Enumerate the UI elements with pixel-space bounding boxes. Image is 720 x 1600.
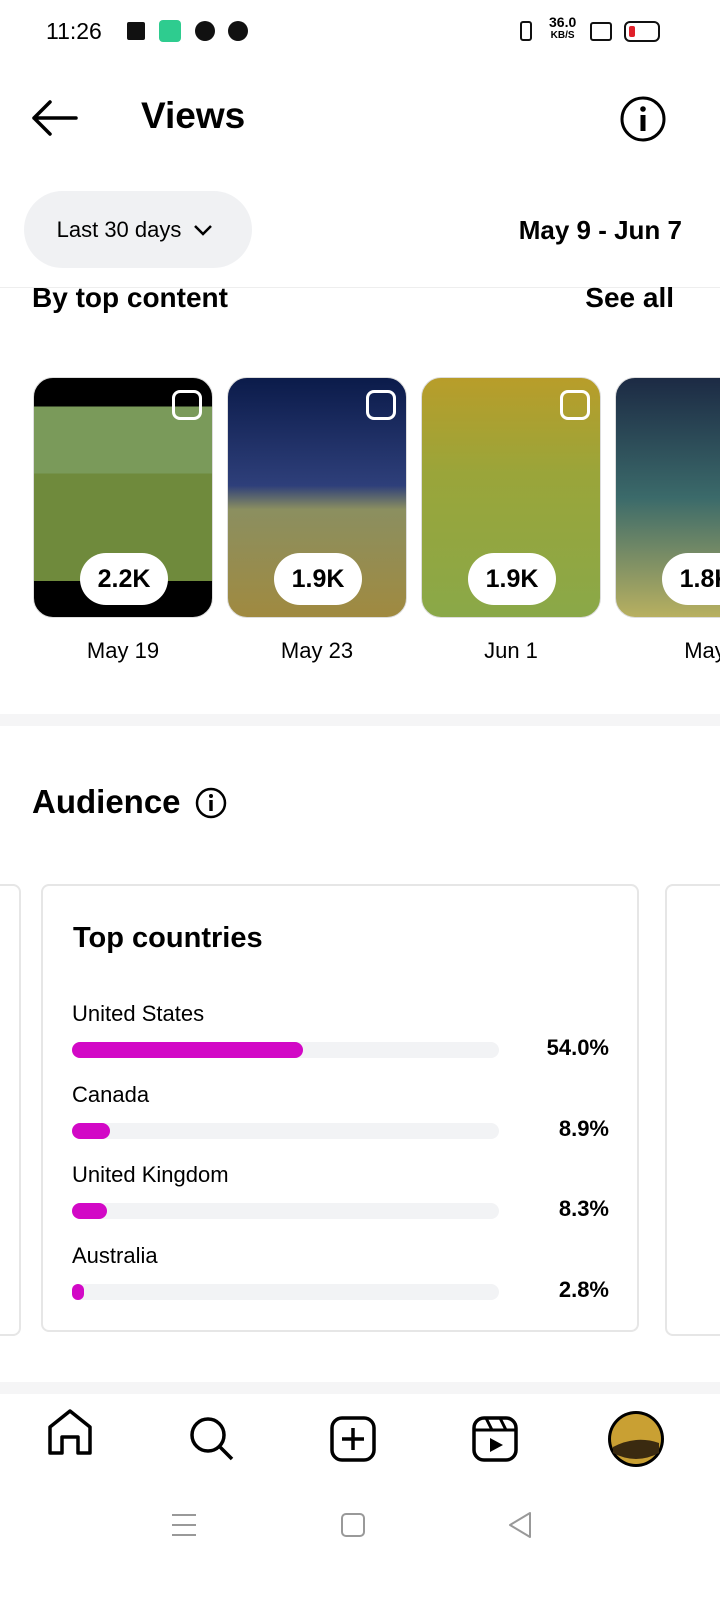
home-tab[interactable] — [48, 1409, 92, 1455]
reel-icon — [560, 390, 590, 420]
thumbnail-strip: 2.2K May 19 1.9K May 23 1.9K Jun 1 1.8K May — [0, 370, 720, 680]
country-name: Australia — [72, 1242, 158, 1268]
back-button[interactable] — [30, 98, 80, 138]
post-date: May 23 — [280, 638, 354, 663]
range-label: Last 30 days — [56, 216, 182, 242]
bar-track — [72, 1122, 499, 1139]
system-nav — [172, 1512, 531, 1538]
divider — [0, 287, 720, 288]
create-tab[interactable] — [330, 1416, 376, 1462]
status-icons — [127, 20, 248, 42]
view-count: 2.2K — [80, 553, 168, 605]
bar-track — [72, 1042, 499, 1058]
bar-track — [72, 1203, 499, 1219]
post-date: May — [684, 638, 720, 663]
audience-info[interactable] — [194, 786, 228, 820]
country-share: 8.3% — [558, 1196, 609, 1221]
bar-track — [72, 1283, 499, 1300]
section-gap — [0, 714, 720, 726]
net-speed: 36.0 — [549, 14, 577, 30]
countries-card: Top countries United States 54.0% Canada 8.… — [41, 884, 639, 1332]
bar — [72, 1203, 108, 1219]
search-tab[interactable] — [190, 1417, 234, 1461]
post-date: Jun 1 — [484, 638, 538, 663]
system-icons — [520, 21, 660, 42]
reel-thumbnail[interactable]: 1.9K — [421, 377, 601, 618]
reel-icon — [172, 390, 202, 420]
bar — [72, 1042, 303, 1058]
range-dropdown[interactable]: Last 30 days — [24, 191, 252, 268]
time: 11:26 — [46, 18, 102, 44]
profile-tab[interactable] — [608, 1411, 664, 1467]
reel-thumbnail[interactable]: 2.2K — [33, 377, 213, 618]
see-all[interactable]: See all — [585, 282, 674, 313]
reel-thumbnail[interactable]: 1.9K — [227, 377, 407, 618]
card-title: Top countries — [73, 922, 263, 954]
audience-title: Audience — [32, 783, 181, 820]
bar — [72, 1122, 110, 1139]
country-share: 8.9% — [558, 1115, 609, 1141]
info-button[interactable] — [619, 95, 667, 143]
section-title: By top content — [32, 282, 228, 313]
post-date: May 19 — [86, 638, 160, 663]
reel-icon — [366, 390, 396, 420]
prev-card — [0, 884, 21, 1336]
country-name: United States — [72, 1001, 205, 1026]
net-unit: KB/S — [550, 30, 575, 41]
section-gap — [0, 1382, 720, 1394]
next-card — [665, 884, 720, 1336]
bar — [72, 1283, 84, 1300]
page-title: Views — [141, 95, 246, 136]
country-share: 2.8% — [558, 1276, 609, 1302]
reels-tab[interactable] — [472, 1416, 518, 1462]
country-name: Canada — [72, 1081, 150, 1107]
view-count: 1.9K — [468, 553, 556, 605]
reel-thumbnail[interactable]: 1.8K — [615, 377, 720, 618]
country-share: 54.0% — [546, 1035, 609, 1060]
bottom-nav — [48, 1409, 664, 1467]
date-range: May 9 - Jun 7 — [518, 215, 682, 245]
chevron — [194, 224, 213, 236]
view-count: 1.8K — [662, 553, 720, 605]
view-count: 1.9K — [274, 553, 362, 605]
country-name: United Kingdom — [72, 1162, 229, 1187]
